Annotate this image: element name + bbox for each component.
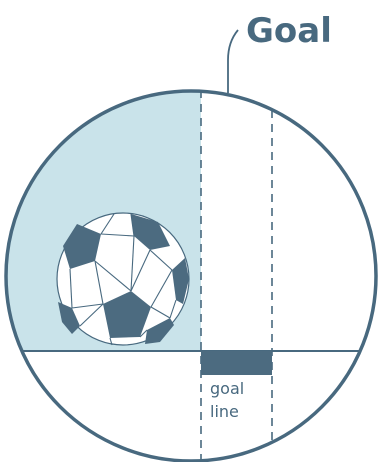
soccer-ball-icon [56, 212, 190, 346]
title-leader-line [227, 29, 239, 93]
magnifier-circle [4, 89, 378, 462]
goal-line-label-line2: line [210, 402, 239, 421]
goal-line-bar [201, 351, 272, 375]
goal-line-label-line1: goal [210, 379, 244, 398]
diagram-title: Goal [246, 11, 332, 51]
